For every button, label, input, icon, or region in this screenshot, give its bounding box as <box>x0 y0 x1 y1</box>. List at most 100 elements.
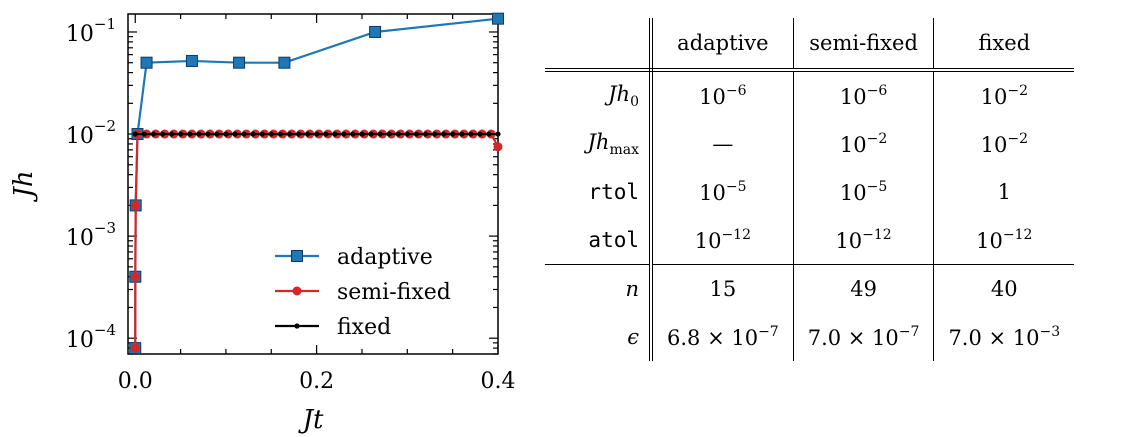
table-row: n 15 49 40 <box>545 264 1074 313</box>
table-row: rtol 10−5 10−5 1 <box>545 168 1074 216</box>
table-row: atol 10−12 10−12 10−12 <box>545 216 1075 265</box>
cell-base: 10 <box>980 133 1008 157</box>
x-tick-label: 0.4 <box>481 369 516 394</box>
data-point-fixed <box>431 131 438 137</box>
row-label-text: n <box>625 277 639 301</box>
row-label-subscript: max <box>609 142 639 158</box>
cell-base: 10 <box>839 181 867 205</box>
legend-marker-adaptive <box>291 250 303 262</box>
cell-adaptive: 10−12 <box>651 216 794 265</box>
cell-fixed: 40 <box>990 277 1018 301</box>
col-header-adaptive: adaptive <box>651 18 794 72</box>
legend-label-adaptive: adaptive <box>337 245 433 270</box>
y-tick-label: 10−3 <box>66 219 116 251</box>
data-point-fixed <box>450 131 456 137</box>
data-point-fixed <box>187 131 193 137</box>
cell-exponent: −12 <box>862 227 892 243</box>
cell-adaptive: — <box>651 120 794 168</box>
data-point-semi-fixed <box>130 272 140 282</box>
data-point-fixed <box>323 131 329 137</box>
cell-fixed: 10−2 <box>934 70 1074 120</box>
cell-semi-fixed: 10−5 <box>793 168 935 216</box>
cell-base: 10 <box>699 181 726 205</box>
cell-exponent: −2 <box>866 131 888 147</box>
x-axis-label: Jt <box>298 405 324 435</box>
parameter-table: adaptive semi-fixed fixed Jh0 10−6 10−6 10−… <box>545 18 1075 361</box>
cell-exponent: −5 <box>725 179 747 195</box>
row-label-text: Jh <box>587 130 610 154</box>
cell-exponent: −6 <box>866 83 888 99</box>
col-header-fixed: fixed <box>933 18 1075 72</box>
cell-base: 10 <box>694 229 722 253</box>
data-point-fixed <box>422 131 429 137</box>
cell-fixed: 10−2 <box>934 120 1074 168</box>
cell-base: 10 <box>839 85 867 109</box>
cell-semi-fixed: 10−6 <box>793 70 935 120</box>
data-point-fixed <box>205 131 211 137</box>
y-tick-label: 10−1 <box>66 15 116 47</box>
cell-base: 6.8 × 10 <box>667 326 759 350</box>
plot-area <box>129 12 504 355</box>
cell-exponent: −7 <box>758 324 779 340</box>
chart: 0.0 0.2 0.4 10−4 10−3 10−2 10−1 Jt Jh adaptive sem… <box>9 12 516 435</box>
cell-exponent: −12 <box>721 227 751 243</box>
cell-exponent: −3 <box>1039 324 1061 340</box>
data-point-fixed <box>177 131 184 137</box>
data-point-fixed <box>232 131 238 137</box>
cell-base: 10 <box>976 229 1003 253</box>
data-point-fixed <box>268 131 274 137</box>
cell-base: 10 <box>839 133 867 157</box>
data-point-adaptive <box>233 56 246 69</box>
cell-base: 10 <box>699 85 726 109</box>
x-tick-label: 0.0 <box>118 369 153 394</box>
cell-exponent: −2 <box>1007 83 1028 99</box>
data-point-fixed <box>241 131 247 137</box>
row-label-text: rtol <box>588 180 639 204</box>
data-point-adaptive <box>140 56 153 69</box>
data-point-semi-fixed <box>131 200 141 210</box>
data-point-fixed <box>168 131 175 137</box>
y-tick-label: 10−4 <box>66 321 116 353</box>
series-line-semi-fixed <box>134 132 499 349</box>
row-label: n <box>545 264 653 313</box>
data-point-semi-fixed <box>493 142 503 152</box>
data-point-fixed <box>150 131 156 137</box>
data-point-fixed <box>259 131 265 137</box>
row-label-text: atol <box>588 228 639 252</box>
data-point-fixed <box>368 131 374 137</box>
data-point-fixed <box>295 131 302 137</box>
data-point-fixed <box>196 131 202 137</box>
data-point-fixed <box>377 131 383 137</box>
cell-adaptive: 10−6 <box>651 70 794 120</box>
row-label-subscript: 0 <box>630 94 639 110</box>
data-point-fixed <box>477 131 483 137</box>
y-axis-label: Jh <box>9 170 39 202</box>
cell-exponent: −2 <box>1007 131 1028 147</box>
y-tick-label: 10−2 <box>66 117 116 149</box>
data-point-fixed <box>286 131 293 137</box>
table-row: ϵ 6.8 × 10−7 7.0 × 10−7 7.0 × 10−3 <box>545 313 1074 361</box>
data-point-fixed <box>468 131 474 137</box>
data-point-adaptive <box>185 54 198 67</box>
cell-exponent: −6 <box>725 83 747 99</box>
data-point-adaptive <box>369 25 382 38</box>
data-point-fixed <box>341 131 347 137</box>
data-point-fixed <box>413 131 419 137</box>
cell-semi-fixed: 7.0 × 10−7 <box>793 313 935 361</box>
legend-marker-semi-fixed <box>292 286 302 296</box>
data-point-adaptive <box>278 56 291 69</box>
row-label: ϵ <box>545 313 653 361</box>
data-point-semi-fixed <box>130 343 140 353</box>
cell-semi-fixed: 10−2 <box>793 120 935 168</box>
table-corner <box>545 18 653 72</box>
data-point-fixed <box>395 131 401 137</box>
data-point-fixed <box>459 131 465 137</box>
cell-fixed: 7.0 × 10−3 <box>934 313 1074 361</box>
cell-exponent: −12 <box>1002 227 1033 243</box>
data-point-fixed <box>350 131 356 137</box>
row-label-text: ϵ <box>627 325 639 349</box>
data-point-fixed <box>314 131 320 137</box>
cell-base: 7.0 × 10 <box>807 326 899 350</box>
data-point-fixed <box>214 131 220 137</box>
cell-exponent: −5 <box>866 179 888 195</box>
